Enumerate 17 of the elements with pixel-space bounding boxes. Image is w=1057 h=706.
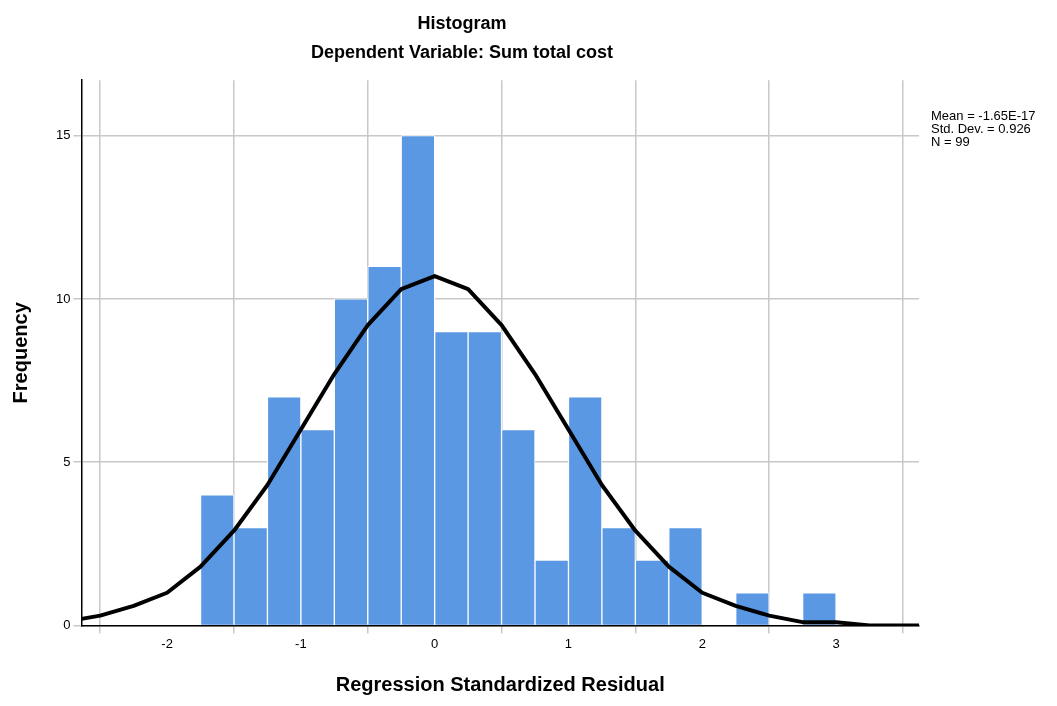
chart-title: Histogram: [417, 12, 507, 33]
y-tick-label: 0: [63, 616, 71, 632]
x-tick-label: 2: [698, 635, 706, 651]
x-tick-label: -2: [161, 635, 173, 651]
x-axis-title: Regression Standardized Residual: [335, 672, 665, 695]
y-tick-label: 15: [55, 127, 71, 143]
text: Std. Dev. = 0.926: [931, 121, 1031, 137]
text: N = 99: [931, 134, 970, 150]
y-tick-label: 5: [63, 453, 71, 469]
x-tick-label: 1: [564, 635, 573, 651]
x-tick-label: 0: [431, 635, 439, 651]
x-tick-label: 3: [832, 635, 840, 651]
chart-subtitle: Dependent Variable: Sum total cost: [310, 42, 614, 63]
y-tick-label: 10: [55, 290, 71, 306]
x-tick-label: -1: [295, 635, 307, 651]
y-axis-title: Frequency: [8, 301, 31, 404]
text: Mean = -1.65E-17: [931, 108, 1036, 124]
